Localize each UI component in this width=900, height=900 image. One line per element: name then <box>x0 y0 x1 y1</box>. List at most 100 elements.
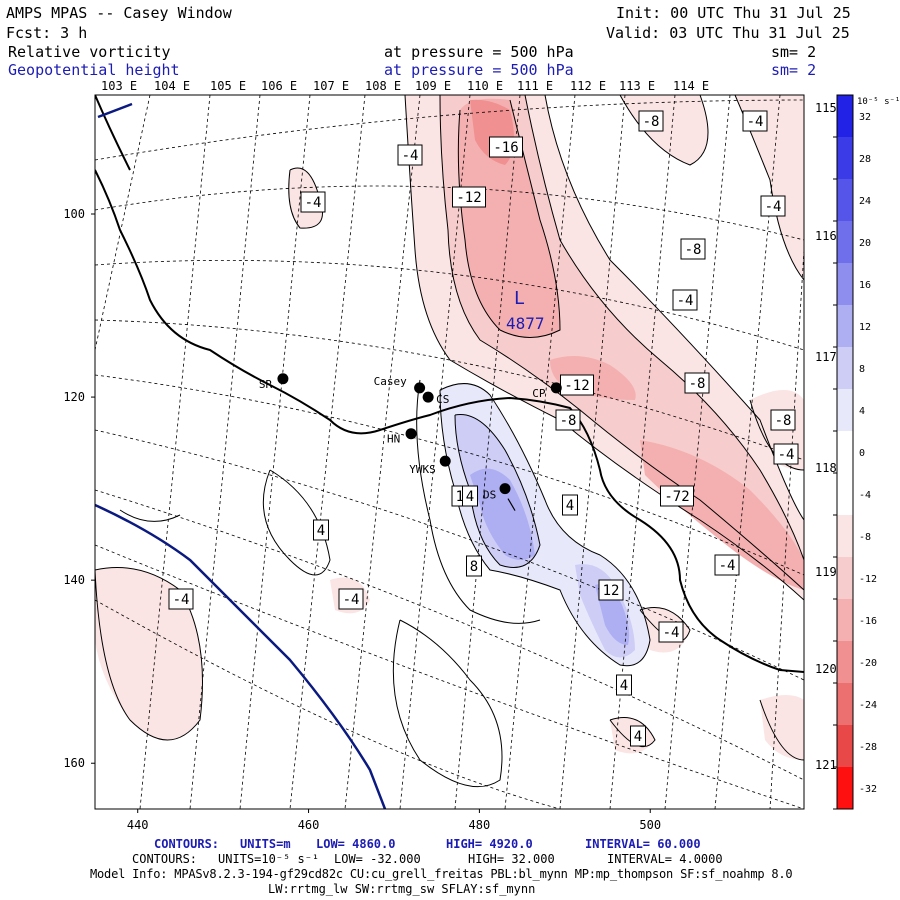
top-longitude-label: 108 E <box>365 79 401 93</box>
colorbar-tick-label: -12 <box>859 574 877 585</box>
contour-label: -8 <box>775 413 792 429</box>
contour-label: 12 <box>603 583 620 599</box>
colorbar-tick-label: 32 <box>859 112 871 123</box>
station-marker <box>277 373 289 385</box>
colorbar-tick-label: 4 <box>859 406 865 417</box>
station-label: SR <box>259 378 273 391</box>
station-label: YWKS <box>409 463 436 476</box>
contour-label: -8 <box>560 413 577 429</box>
colorbar-swatch <box>837 179 853 222</box>
contour-label-box <box>658 621 684 643</box>
colorbar-swatch <box>837 389 853 432</box>
contour-label-box <box>489 136 523 158</box>
field1-name: Relative vorticity <box>8 43 171 61</box>
init-time: Init: 00 UTC Thu 31 Jul 25 <box>616 4 851 22</box>
vorticity-contour-lines <box>95 95 804 788</box>
contour-label: 4 <box>466 489 474 505</box>
colorbar-tick-label: -8 <box>859 532 871 543</box>
x-tick-label: 480 <box>469 818 491 832</box>
station-marker <box>439 455 451 467</box>
colorbar-swatch <box>837 263 853 306</box>
contour-label: 4 <box>634 729 642 745</box>
y-tick-label: 140 <box>63 573 85 587</box>
contour-label: -8 <box>685 242 702 258</box>
contour-label: 4 <box>317 523 325 539</box>
contour-label-box <box>684 372 710 394</box>
colorbar-tick-label: -16 <box>859 616 877 627</box>
coastline <box>95 95 804 673</box>
colorbar-swatch <box>837 641 853 684</box>
axis-labels: 440 460 480 500 100 120 140 160 103 E 104 E 105 E 1… <box>63 79 851 832</box>
station-label: Casey <box>374 375 407 388</box>
contour-label-layer: -16 -12 -4 -4 -8 -4 -4 -8 -4 -8 -12 -8 -8 -4 -72 -4 -4 -4… <box>168 110 799 747</box>
colorbar-tick-label: -4 <box>859 490 871 501</box>
colorbar-swatch <box>837 95 853 138</box>
valid-time: Valid: 03 UTC Thu 31 Jul 25 <box>606 24 850 42</box>
low-value: 4877 <box>506 314 545 333</box>
plot-frame <box>94 94 805 810</box>
top-longitude-label: 105 E <box>210 79 246 93</box>
height-contours-units: UNITS=m <box>240 837 291 851</box>
colorbar-tick-label: -32 <box>859 784 877 795</box>
x-tick-label: 440 <box>127 818 149 832</box>
contour-label-box <box>466 555 482 577</box>
colorbar-tick-label: 20 <box>859 238 871 249</box>
contour-label: 4 <box>566 498 574 514</box>
colorbar: 32 28 24 20 16 12 8 4 0 -4 -8 -12 -16 -20 -24 -28 -32 10⁻… <box>833 94 900 810</box>
colorbar-frame <box>836 94 854 810</box>
colorbar-swatch <box>837 767 853 810</box>
colorbar-swatch <box>837 305 853 348</box>
station-marker <box>499 483 511 495</box>
height-contours-low: LOW= 4860.0 <box>316 837 396 851</box>
contour-label: -4 <box>747 114 764 130</box>
positive-vorticity-shading <box>440 383 650 666</box>
contour-label: -4 <box>402 148 419 164</box>
contour-label-box <box>168 588 194 610</box>
contour-label: -12 <box>456 190 481 206</box>
station-label: CP <box>532 387 546 400</box>
contour-label-box <box>638 110 664 132</box>
contour-label-box <box>616 674 632 696</box>
graticule-lines <box>95 95 804 809</box>
field1-smoothing: sm= 2 <box>771 43 817 61</box>
contour-label-box <box>397 144 423 166</box>
contour-label-box <box>770 409 796 431</box>
forecast-hour: Fcst: 3 h <box>6 24 88 42</box>
top-longitude-label: 112 E <box>570 79 606 93</box>
contour-label: -8 <box>643 114 660 130</box>
contour-label: -4 <box>778 447 795 463</box>
wind-arrow <box>507 498 516 511</box>
contour-label-box <box>773 443 799 465</box>
contour-label-box <box>660 485 694 507</box>
top-longitude-label: 106 E <box>261 79 297 93</box>
top-longitude-label: 109 E <box>415 79 451 93</box>
colorbar-swatch <box>837 137 853 180</box>
colorbar-tick-label: 28 <box>859 154 871 165</box>
height-contours-label: CONTOURS: <box>154 837 220 851</box>
contour-label: -72 <box>664 489 689 505</box>
contour-label-box <box>672 289 698 311</box>
colorbar-tick-label: -24 <box>859 700 877 711</box>
contour-label-box <box>562 494 578 516</box>
contour-label: -4 <box>765 199 782 215</box>
colorbar-tick-label: 16 <box>859 280 871 291</box>
station-layer: SR Casey CS CP HN YWKS DS <box>259 373 562 511</box>
contour-label-box <box>680 238 706 260</box>
station-label: DS <box>483 489 496 502</box>
contour-label-box <box>598 579 624 601</box>
contour-label: -4 <box>343 592 360 608</box>
y-tick-label: 160 <box>63 756 85 770</box>
negative-vorticity-shading <box>95 95 804 760</box>
contour-label-box <box>630 725 646 747</box>
contour-label: -4 <box>719 558 736 574</box>
vort-contours-units: UNITS=10⁻⁵ s⁻¹ <box>218 852 320 866</box>
geopotential-height-contour <box>95 102 387 809</box>
colorbar-tick-label: 0 <box>859 448 865 459</box>
station-marker <box>405 428 417 440</box>
contour-label: 4 <box>620 678 628 694</box>
colorbar-swatch <box>837 725 853 768</box>
field1-pressure: at pressure = 500 hPa <box>384 43 574 61</box>
contour-label: -4 <box>663 625 680 641</box>
model-info: Model Info: MPASv8.2.3-194-gf29cd82c CU:… <box>90 867 793 881</box>
